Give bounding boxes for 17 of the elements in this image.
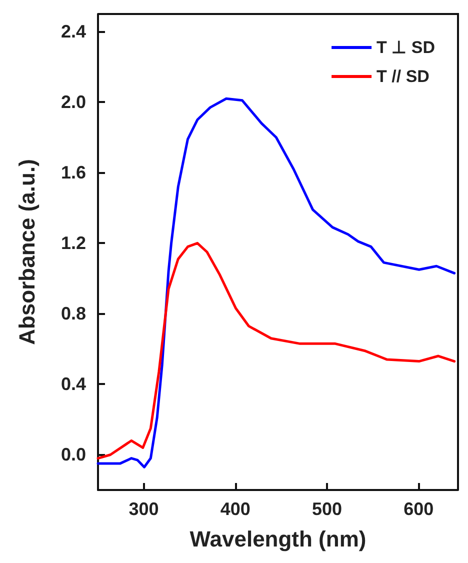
y-tick-label: 2.0 [60,92,86,112]
legend-label: T // SD [376,67,430,86]
x-tick-label: 600 [404,499,434,519]
y-tick-label: 0.4 [60,374,86,394]
y-tick-label: 1.2 [60,233,86,254]
y-tick-label: 0.8 [60,304,86,324]
y-tick-label: 1.6 [60,162,86,183]
line-series [96,97,456,468]
x-tick-label: 500 [312,499,342,519]
y-axis-title: Absorbance (a.u.) [14,159,40,345]
line-series [96,242,456,460]
y-tick-label: 2.4 [60,22,86,42]
y-tick-label: 0.0 [60,444,86,465]
x-tick-label: 400 [220,499,250,519]
x-axis-title: Wavelength (nm) [190,526,366,552]
legend-label: T ⊥ SD [376,38,436,57]
x-tick-label: 300 [128,499,159,519]
